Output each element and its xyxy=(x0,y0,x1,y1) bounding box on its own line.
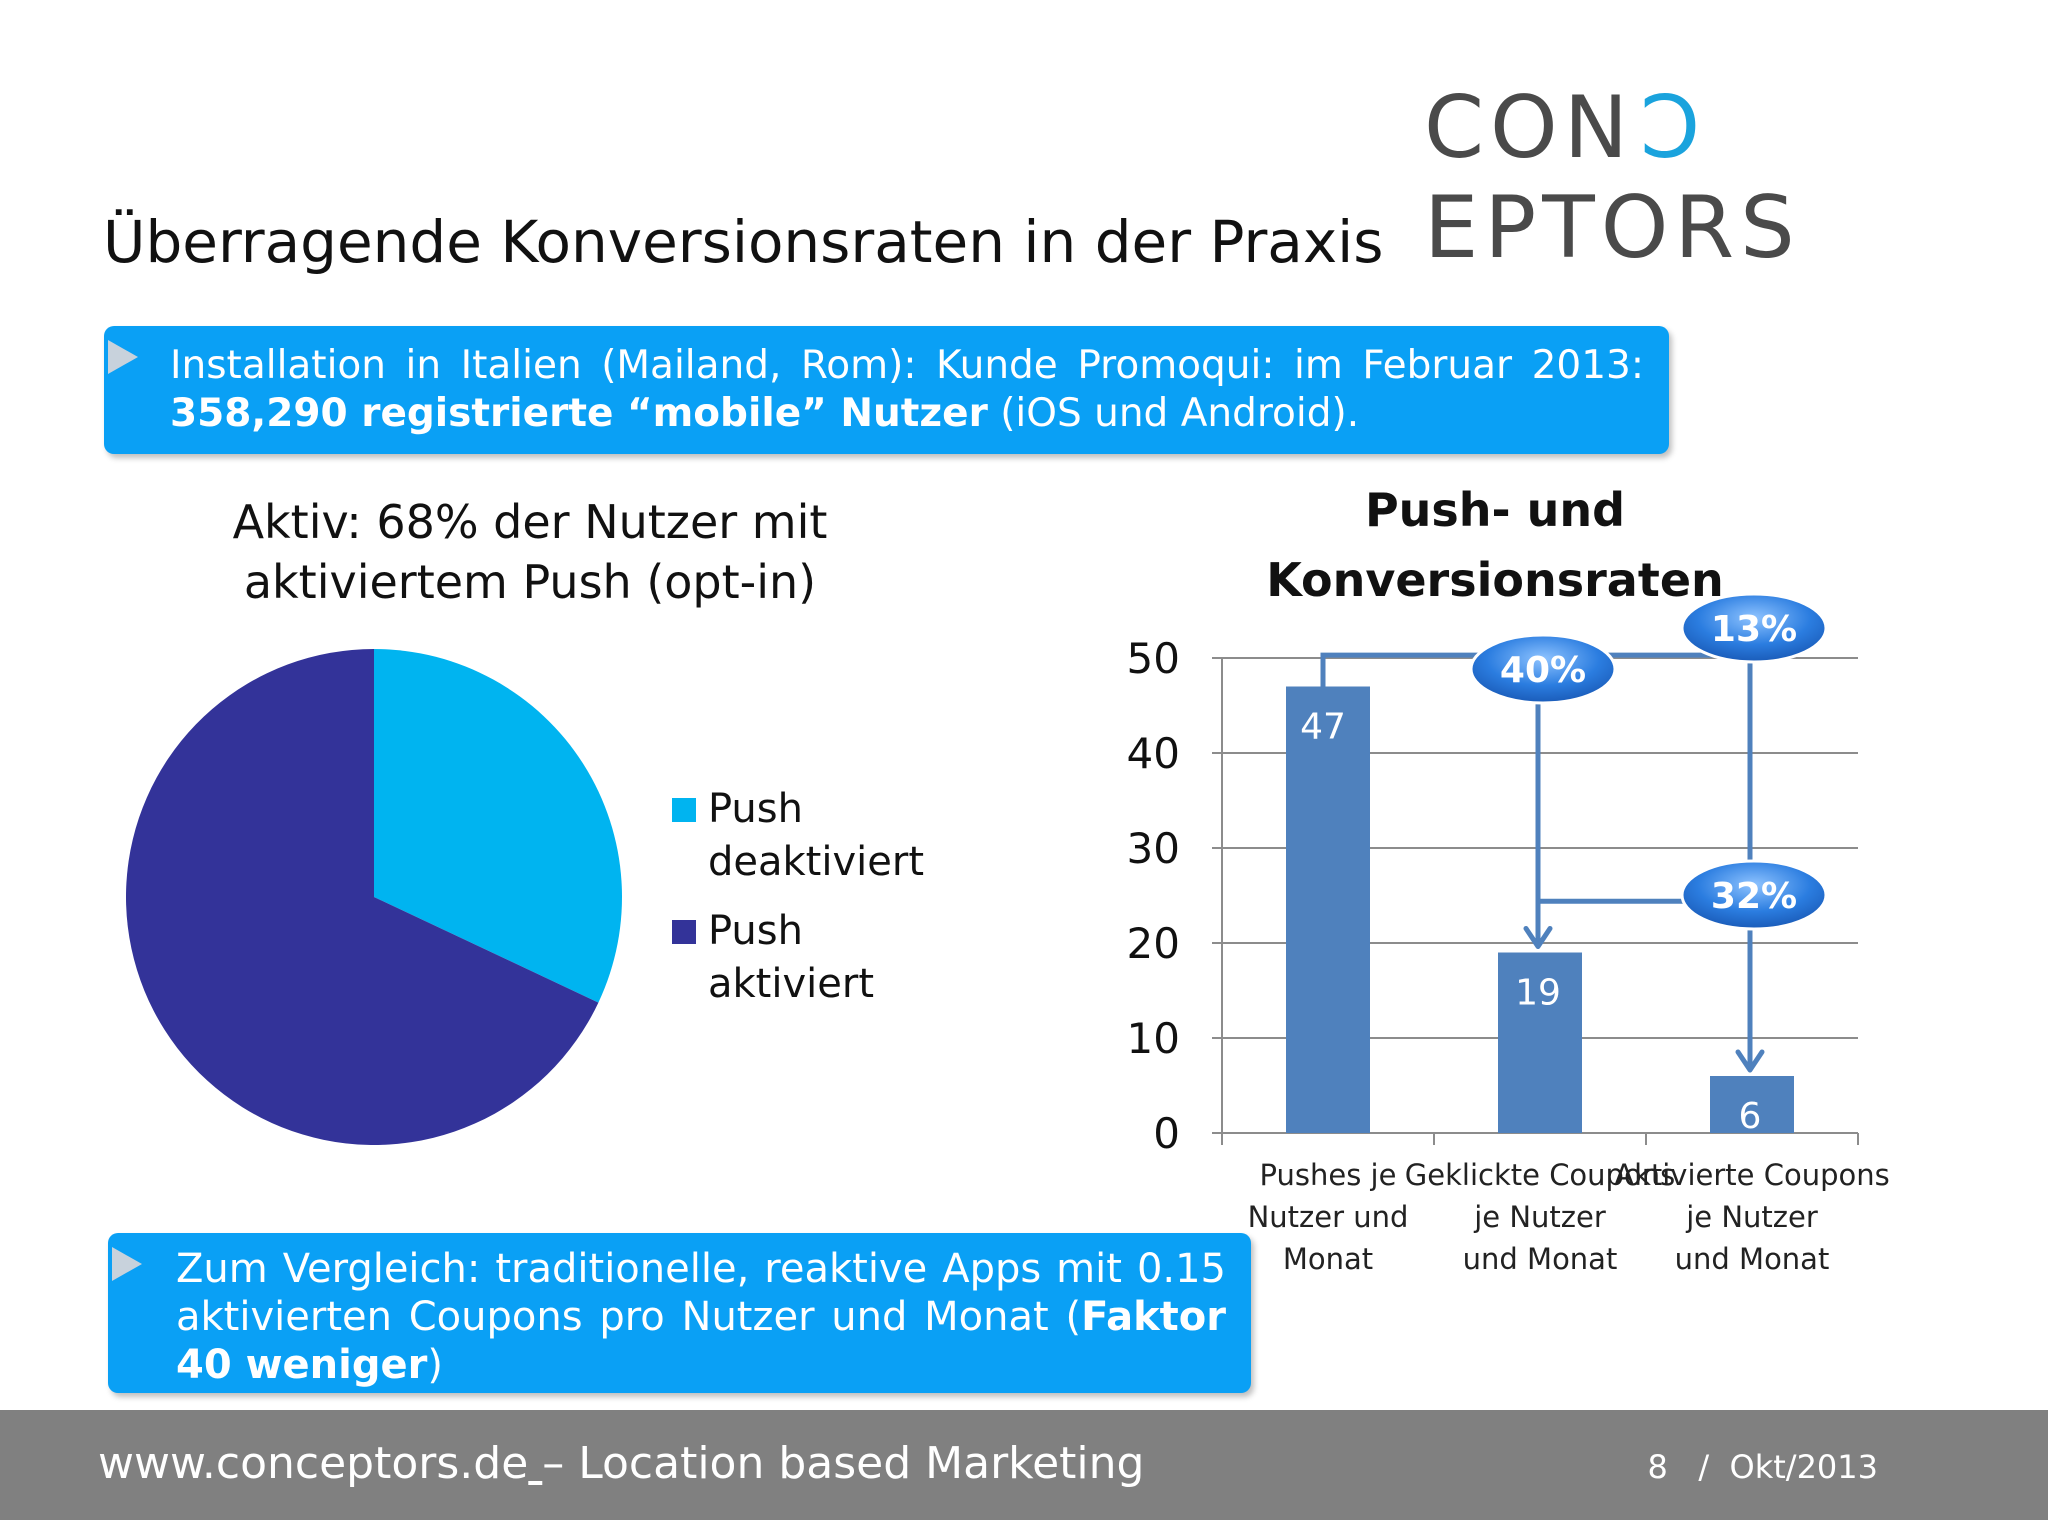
arrow-head-bar-2-icon xyxy=(1523,926,1553,949)
y-tick-label-20: 20 xyxy=(1127,919,1180,968)
callout-comparison-text: Zum Vergleich: traditionelle, reaktive A… xyxy=(176,1246,1226,1388)
pie-slice-2 xyxy=(125,648,599,1145)
x-category-label-2: Geklickte Coupons je Nutzer und Monat xyxy=(1405,1158,1675,1276)
pie-chart-title: Aktiv: 68% der Nutzer mit aktiviertem Pu… xyxy=(232,495,828,609)
footer-page-info: 8 / Okt/2013 xyxy=(1647,1448,1878,1486)
legend-swatch-2 xyxy=(672,920,696,944)
bar-chart-title: Push- und Konversionsraten xyxy=(1266,483,1724,607)
pie-slice-1 xyxy=(374,649,622,1003)
bar-2 xyxy=(1498,952,1582,1133)
legend-label-2: Push aktiviert xyxy=(708,908,874,1007)
annotation-label-1: 40% xyxy=(1500,650,1586,691)
bar-value-label-3: 6 xyxy=(1739,1096,1762,1137)
annotation-bubble-2 xyxy=(1680,592,1828,664)
annotation-bubble-3 xyxy=(1680,859,1828,931)
bar-3 xyxy=(1710,1076,1794,1133)
arrow-head-bar-3-icon xyxy=(1735,1049,1765,1073)
bar-value-label-2: 19 xyxy=(1515,973,1561,1014)
y-tick-label-30: 30 xyxy=(1127,824,1180,873)
annotation-label-3: 32% xyxy=(1711,876,1797,917)
triangle-bullet-icon xyxy=(112,1247,142,1281)
annotation-bubble-1 xyxy=(1469,633,1617,705)
triangle-bullet-icon xyxy=(108,340,138,374)
bar-1 xyxy=(1286,686,1370,1133)
y-tick-label-0: 0 xyxy=(1153,1109,1180,1158)
callout-comparison: Zum Vergleich: traditionelle, reaktive A… xyxy=(108,1233,1251,1393)
bar-value-label-1: 47 xyxy=(1300,707,1346,748)
callout-installation: Installation in Italien (Mailand, Rom): … xyxy=(104,326,1669,454)
footer-bar: www.conceptors.de – Location based Marke… xyxy=(0,1410,2048,1520)
footer-date: Okt/2013 xyxy=(1729,1448,1878,1486)
y-tick-label-40: 40 xyxy=(1127,729,1180,778)
legend-label-1: Push deaktiviert xyxy=(708,786,924,885)
x-category-label-1: Pushes je Nutzer und Monat xyxy=(1248,1158,1409,1276)
page-number: 8 xyxy=(1647,1448,1668,1486)
y-tick-label-10: 10 xyxy=(1127,1014,1180,1063)
footer-website[interactable]: www.conceptors.de – Location based Marke… xyxy=(98,1438,1145,1489)
y-tick-label-50: 50 xyxy=(1127,634,1180,683)
slide-title: Überragende Konversionsraten in der Prax… xyxy=(103,208,1384,276)
legend-swatch-1 xyxy=(672,798,696,822)
callout-installation-text: Installation in Italien (Mailand, Rom): … xyxy=(170,343,1644,436)
annotation-label-2: 13% xyxy=(1711,609,1797,650)
x-category-label-3: Aktivierte Coupons je Nutzer und Monat xyxy=(1614,1158,1890,1276)
conceptors-logo: CONCEPTORS xyxy=(1424,78,1801,278)
